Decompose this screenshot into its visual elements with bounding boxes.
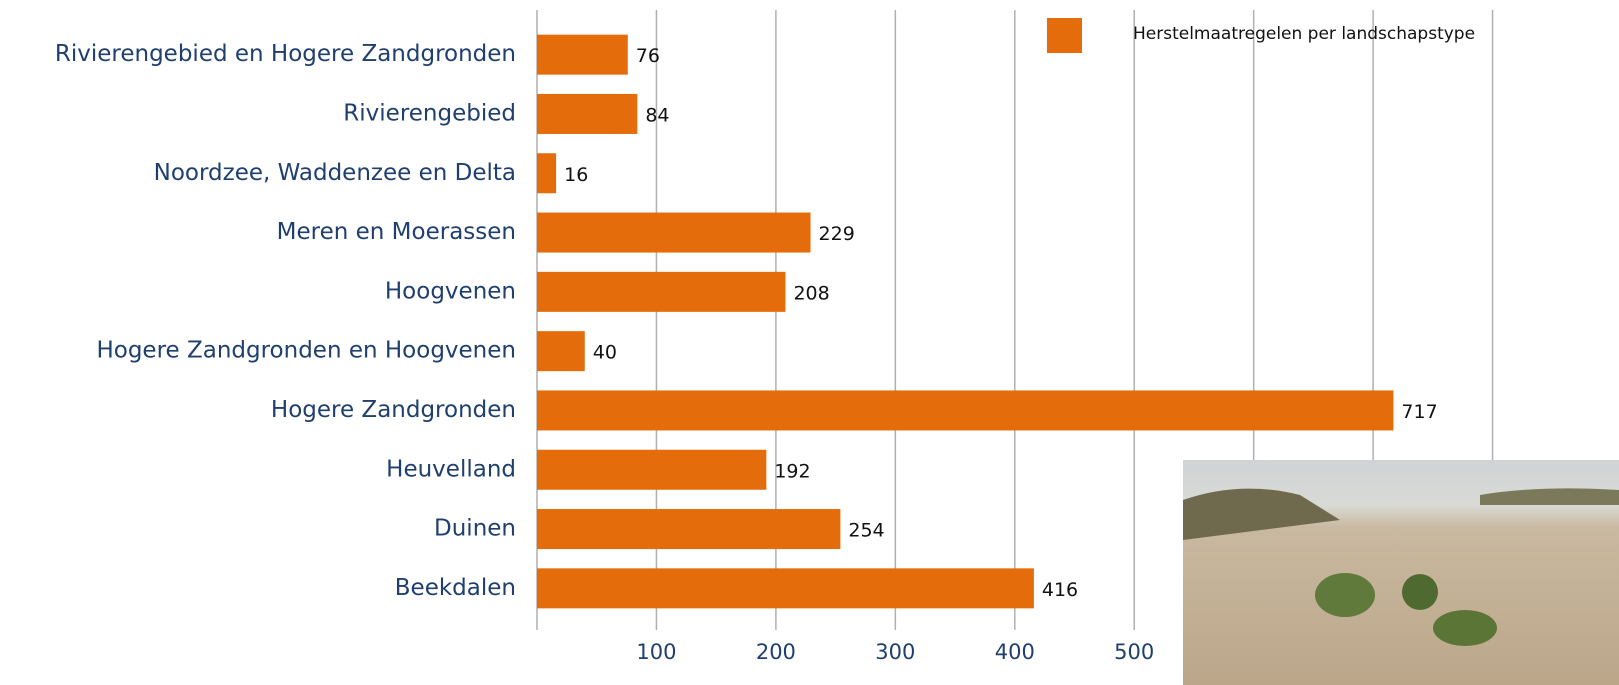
y-tick-label: Meren en Moerassen [277, 219, 516, 245]
x-tick-label: 200 [756, 640, 796, 664]
value-label: 76 [636, 45, 660, 67]
bar [537, 213, 811, 253]
value-label: 84 [645, 104, 669, 126]
bar [537, 153, 556, 193]
y-tick-label: Hogere Zandgronden en Hoogvenen [96, 338, 516, 364]
y-tick-label: Duinen [434, 516, 516, 542]
y-tick-label: Rivierengebied [343, 100, 516, 126]
chart: 100200300400500600700800Rivierengebied e… [0, 0, 1619, 685]
value-label: 192 [774, 460, 810, 482]
y-tick-label: Hogere Zandgronden [271, 397, 516, 423]
value-label: 717 [1401, 401, 1437, 423]
bar [537, 390, 1393, 430]
y-tick-label: Heuvelland [386, 456, 516, 482]
x-tick-label: 400 [995, 640, 1035, 664]
x-tick-label: 500 [1114, 640, 1154, 664]
bar [537, 331, 585, 371]
y-tick-label: Hoogvenen [385, 278, 516, 304]
bar [537, 35, 628, 75]
value-label: 254 [848, 520, 884, 542]
bar [537, 272, 785, 312]
bar [537, 450, 766, 490]
value-label: 208 [793, 282, 829, 304]
photo [1183, 460, 1619, 685]
value-label: 16 [564, 164, 588, 186]
y-tick-label: Beekdalen [395, 575, 516, 601]
value-label: 416 [1042, 579, 1078, 601]
bar [537, 509, 840, 549]
page: {"chart_data": {"type": "barh", "categor… [0, 0, 1619, 685]
bar [537, 94, 637, 134]
legend-label: Herstelmaatregelen per landschapstype [1133, 24, 1475, 44]
value-label: 40 [593, 342, 617, 364]
y-tick-label: Noordzee, Waddenzee en Delta [154, 160, 516, 186]
value-label: 229 [819, 223, 855, 245]
x-tick-label: 100 [636, 640, 676, 664]
bar [537, 568, 1034, 608]
y-tick-label: Rivierengebied en Hogere Zandgronden [55, 41, 516, 67]
x-tick-label: 300 [875, 640, 915, 664]
legend-swatch [1047, 18, 1082, 53]
